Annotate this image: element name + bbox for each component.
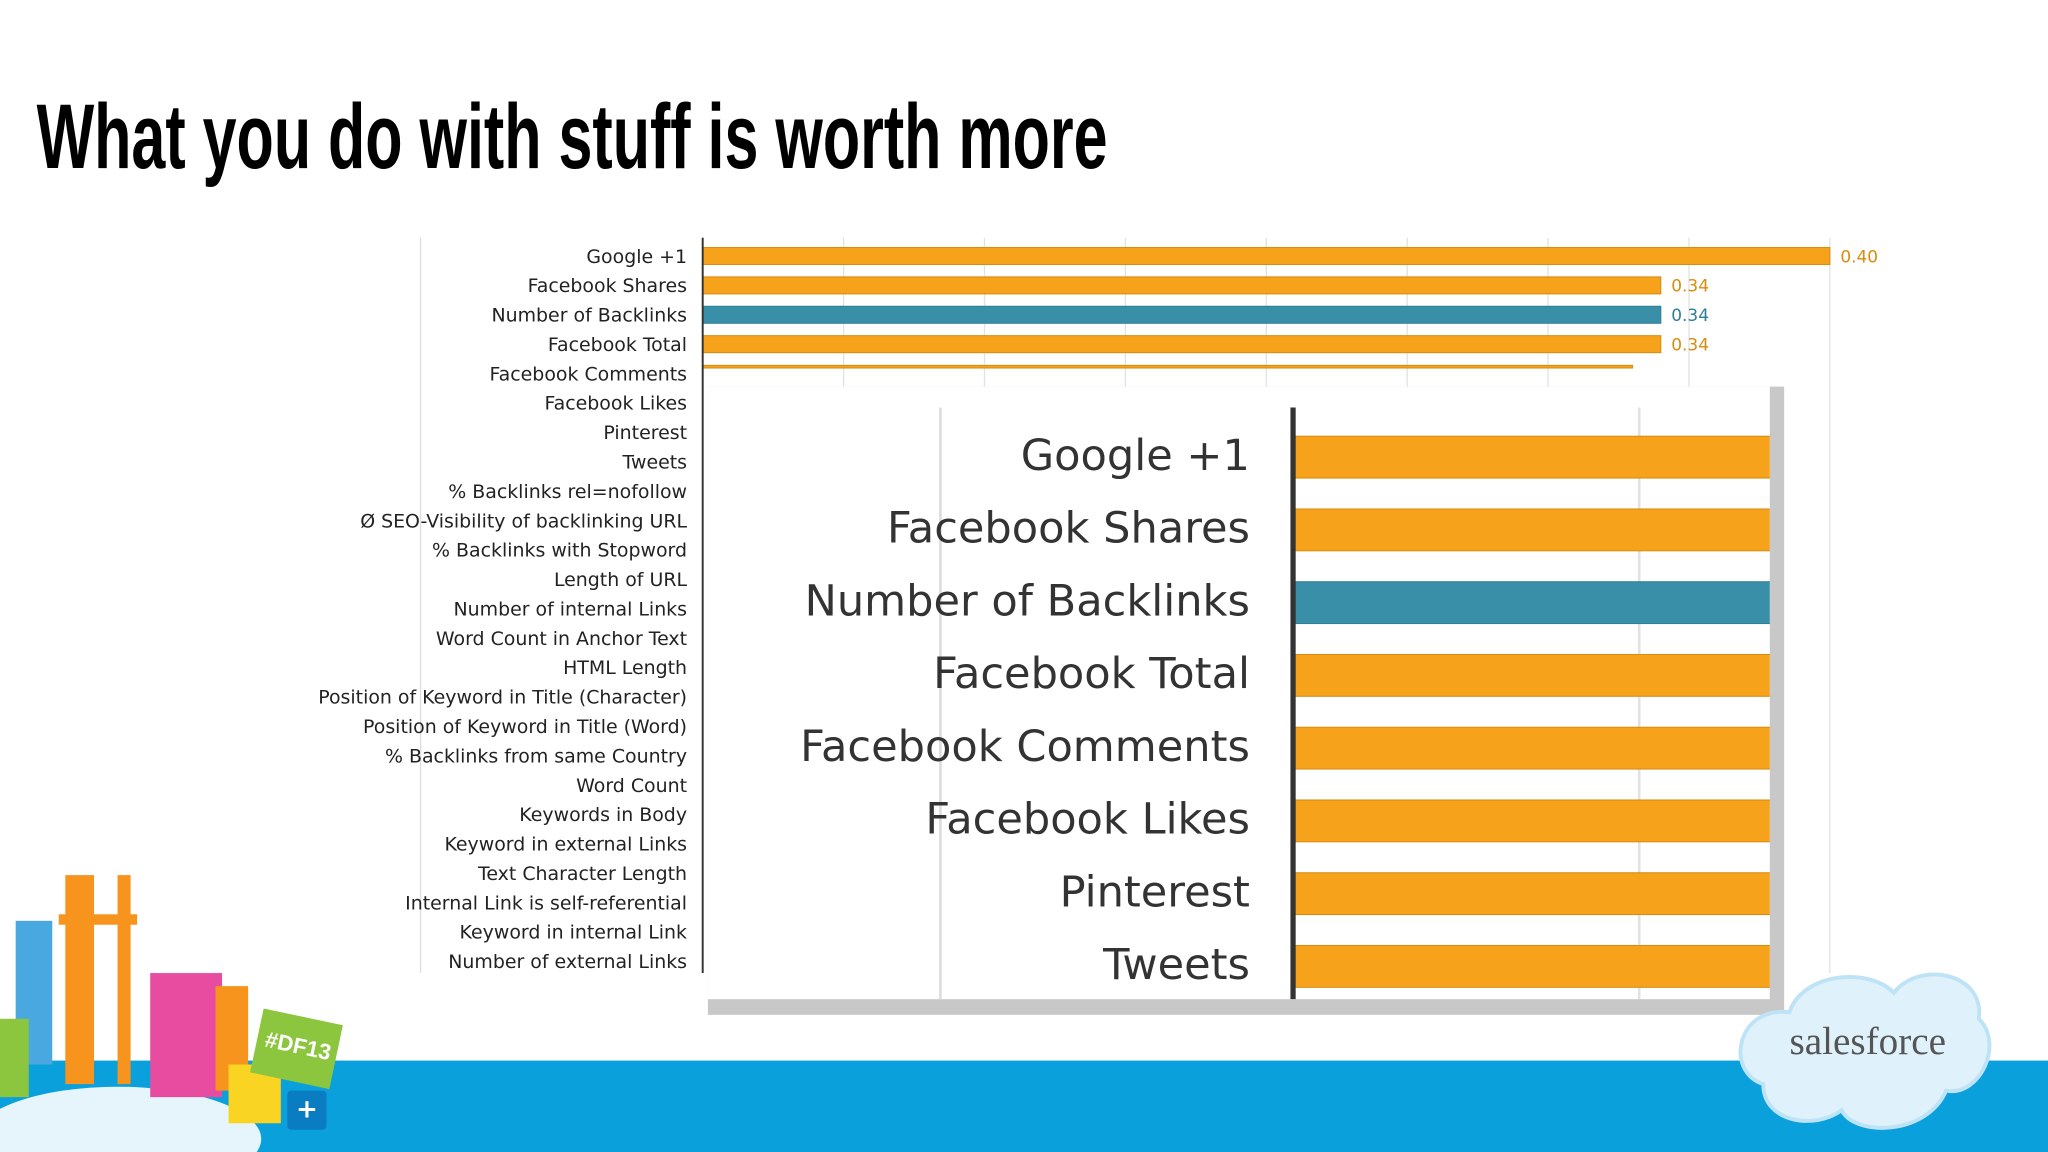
category-label: Facebook Likes: [545, 393, 688, 415]
main-chart: Google +1 0.40 Facebook Shares 0.34 Number o…: [318, 237, 1878, 973]
footer-band: [0, 1060, 2048, 1152]
value-label: 0.40: [1840, 247, 1878, 267]
bar: [1292, 799, 1770, 843]
category-label: Facebook Comments: [800, 722, 1250, 772]
category-label: Pinterest: [603, 422, 687, 444]
category-label: Position of Keyword in Title (Character): [318, 687, 687, 709]
category-label: Number of internal Links: [454, 598, 688, 620]
category-label: Facebook Comments: [490, 363, 688, 385]
bar: [702, 246, 1831, 266]
category-label: Word Count in Anchor Text: [436, 628, 687, 650]
category-label: % Backlinks with Stopword: [432, 540, 687, 562]
inset-chart: Google +1 Facebook Shares Number of Backli…: [707, 386, 1785, 1015]
category-label: Number of external Links: [448, 951, 687, 973]
bar: [702, 335, 1662, 354]
bar: [1292, 508, 1770, 552]
category-label: Word Count: [576, 775, 687, 797]
category-label: Keyword in internal Link: [460, 922, 688, 944]
city-graphic: #DF13 +: [0, 875, 343, 1152]
category-label: HTML Length: [563, 657, 687, 679]
category-label: Ø SEO-Visibility of backlinking URL: [360, 510, 687, 532]
category-label: Pinterest: [1060, 867, 1250, 917]
category-label: Keyword in external Links: [444, 834, 687, 856]
value-label: 0.34: [1671, 306, 1709, 326]
category-label: Facebook Likes: [925, 795, 1250, 845]
category-label: Number of Backlinks: [805, 576, 1250, 626]
category-label: Internal Link is self-referential: [405, 892, 687, 914]
category-label: Facebook Total: [548, 334, 687, 356]
category-label: Text Character Length: [477, 863, 687, 885]
bar: [1292, 653, 1770, 697]
category-label: Google +1: [586, 246, 687, 268]
bars: [1292, 435, 1770, 988]
bar: [1292, 872, 1770, 916]
category-label: Facebook Shares: [528, 275, 687, 297]
category-label: Facebook Shares: [887, 504, 1250, 554]
bar: [1292, 435, 1770, 479]
bar: [1292, 581, 1770, 625]
category-label: Facebook Total: [933, 649, 1250, 699]
category-label: % Backlinks from same Country: [385, 745, 687, 767]
logo-text: salesforce: [1789, 1020, 1946, 1063]
value-label: 0.34: [1671, 335, 1709, 355]
category-label: Number of Backlinks: [491, 305, 687, 327]
bars: [702, 246, 1831, 369]
bar: [702, 305, 1662, 324]
category-label: Keywords in Body: [519, 804, 687, 826]
category-label: Tweets: [1102, 940, 1250, 990]
slide-title: What you do with stuff is worth more: [37, 86, 1108, 188]
bar: [1292, 726, 1770, 770]
value-label: 0.34: [1671, 277, 1709, 297]
svg-text:+: +: [296, 1095, 318, 1125]
category-label: Length of URL: [554, 569, 688, 591]
bar: [702, 364, 1634, 369]
category-label: Position of Keyword in Title (Word): [363, 716, 687, 738]
category-label: Google +1: [1021, 431, 1250, 481]
category-label: % Backlinks rel=nofollow: [448, 481, 687, 503]
salesforce-logo: salesforce: [1738, 972, 1992, 1130]
category-label: Tweets: [622, 452, 687, 474]
bar: [702, 276, 1662, 295]
